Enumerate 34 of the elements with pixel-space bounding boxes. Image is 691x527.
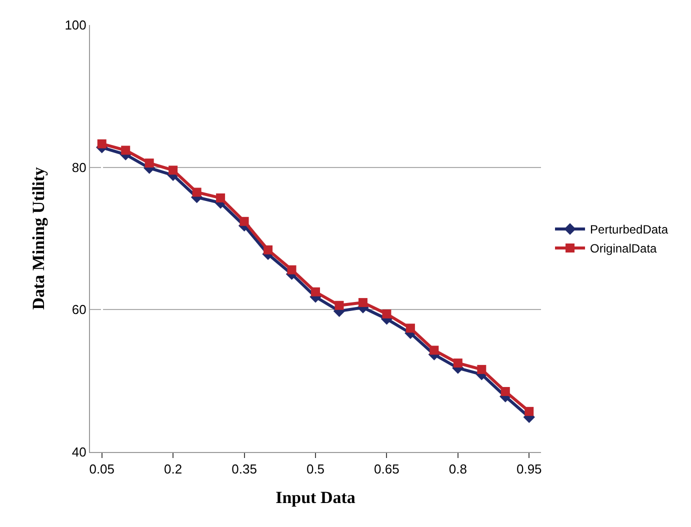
y-tick-label: 100 bbox=[64, 18, 86, 33]
point bbox=[430, 346, 439, 355]
x-tick-label: 0.95 bbox=[516, 462, 542, 477]
point bbox=[477, 364, 486, 374]
point bbox=[500, 387, 510, 396]
point bbox=[453, 358, 462, 368]
x-tick-label: 0.65 bbox=[374, 462, 400, 477]
point bbox=[311, 287, 320, 296]
point bbox=[121, 146, 130, 155]
point bbox=[524, 406, 534, 416]
point bbox=[264, 245, 273, 254]
point bbox=[216, 193, 226, 202]
y-tick-label: 80 bbox=[72, 160, 86, 175]
point bbox=[287, 265, 296, 274]
y-tick-label: 40 bbox=[72, 444, 86, 460]
point bbox=[97, 139, 106, 148]
x-tick-label: 0.5 bbox=[306, 462, 325, 477]
x-axis-title: Input Data bbox=[276, 488, 356, 507]
point bbox=[144, 158, 154, 168]
point bbox=[334, 300, 344, 310]
point bbox=[192, 188, 202, 197]
y-tick-label: 60 bbox=[72, 302, 86, 318]
legend-label: PerturbedData bbox=[590, 222, 668, 237]
point bbox=[168, 166, 178, 175]
y-axis-title: Data Mining Utility bbox=[29, 166, 48, 310]
x-tick-label: 0.05 bbox=[89, 462, 115, 477]
point bbox=[382, 309, 392, 318]
point bbox=[240, 216, 249, 226]
x-tick-label: 0.35 bbox=[232, 462, 257, 477]
x-tick-label: 0.2 bbox=[164, 462, 182, 477]
legend-label: OriginalData bbox=[590, 242, 658, 256]
point bbox=[406, 324, 415, 333]
x-tick-label: 0.8 bbox=[448, 462, 467, 477]
point bbox=[358, 298, 368, 308]
